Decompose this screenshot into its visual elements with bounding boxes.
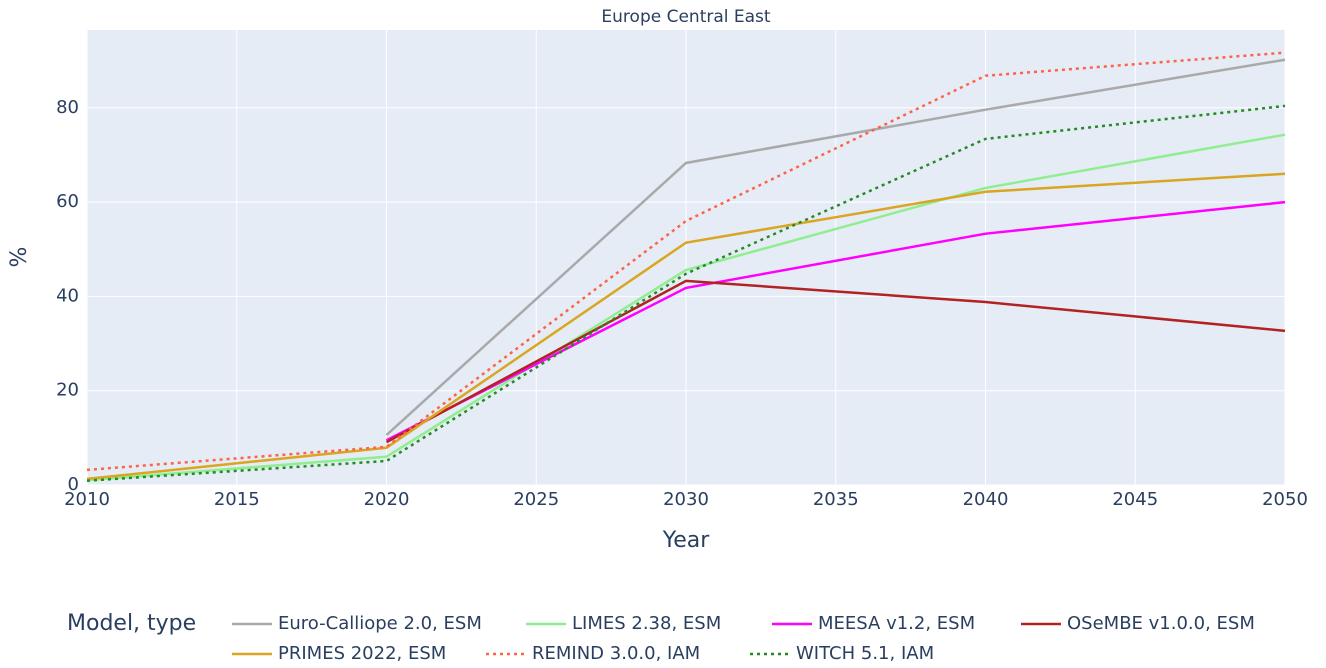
legend-title: Model, type xyxy=(67,611,196,636)
x-tick-label: 2025 xyxy=(513,489,559,510)
series-line xyxy=(86,172,1286,481)
x-axis-label: Year xyxy=(662,528,711,553)
series-line xyxy=(385,279,1286,444)
x-tick-label: 2030 xyxy=(663,489,709,510)
legend-label: MEESA v1.2, ESM xyxy=(818,613,975,634)
series-line xyxy=(86,51,1286,472)
y-tick-label: 80 xyxy=(56,97,79,118)
x-tick-label: 2040 xyxy=(963,489,1009,510)
legend-label: WITCH 5.1, IAM xyxy=(796,643,934,664)
x-tick-label: 2015 xyxy=(214,489,260,510)
series-line xyxy=(86,104,1286,483)
legend-label: REMIND 3.0.0, IAM xyxy=(532,643,700,664)
series-line xyxy=(86,133,1286,482)
x-tick-label: 2020 xyxy=(364,489,410,510)
x-tick-label: 2050 xyxy=(1262,489,1308,510)
y-tick-label: 0 xyxy=(68,474,79,495)
x-tick-label: 2010 xyxy=(64,489,110,510)
y-tick-label: 40 xyxy=(56,285,79,306)
y-tick-label: 20 xyxy=(56,380,79,401)
chart-title: Europe Central East xyxy=(601,7,771,27)
legend-label: PRIMES 2022, ESM xyxy=(278,643,446,664)
x-tick-label: 2035 xyxy=(813,489,859,510)
y-tick-label: 60 xyxy=(56,191,79,212)
series-line xyxy=(385,200,1286,442)
legend-label: Euro-Calliope 2.0, ESM xyxy=(278,613,482,634)
x-tick-label: 2045 xyxy=(1112,489,1158,510)
legend-label: LIMES 2.38, ESM xyxy=(572,613,721,634)
y-axis-label: % xyxy=(7,247,32,268)
series-line xyxy=(385,58,1286,436)
legend-label: OSeMBE v1.0.0, ESM xyxy=(1067,613,1255,634)
